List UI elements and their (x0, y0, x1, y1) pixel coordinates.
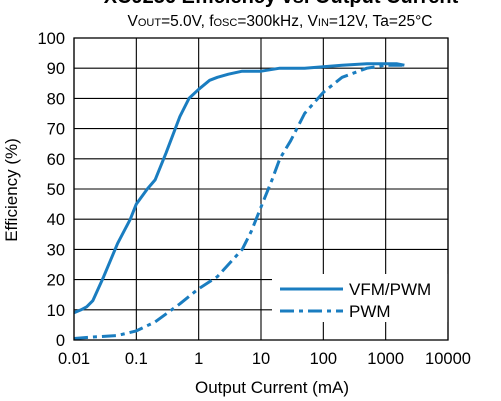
subtitle-part: =12V, Ta=25°C (329, 13, 433, 30)
y-axis-label: Efficiency (%) (2, 138, 21, 242)
y-tick-label: 20 (47, 272, 65, 290)
y-tick-label: 100 (37, 30, 65, 48)
chart-subtitle: VOUT=5.0V, fOSC=300kHz, VIN=12V, Ta=25°C (127, 13, 432, 30)
legend: VFM/PWM PWM (272, 274, 448, 322)
y-tick-label: 0 (56, 332, 65, 350)
y-tick-label: 90 (47, 60, 65, 78)
series-lines (73, 62, 405, 340)
x-tick-label: 0.1 (125, 350, 148, 368)
y-tick-label: 50 (47, 181, 65, 199)
legend-label: PWM (349, 302, 391, 321)
x-tick-label: 10 (252, 350, 270, 368)
x-tick-label: 0.01 (58, 350, 90, 368)
x-tick-label: 10000 (425, 350, 471, 368)
subtitle-part: =5.0V, f (161, 13, 214, 30)
chart-title: XC9236 Efficiency vs. Output Current (104, 0, 459, 8)
y-tick-label: 10 (47, 302, 65, 320)
series-line-vfm-pwm (73, 62, 405, 315)
subtitle-part: =300kHz, V (237, 13, 318, 30)
x-tick-label: 1 (194, 350, 203, 368)
subtitle-part: OSC (214, 17, 238, 29)
legend-label: VFM/PWM (349, 280, 431, 299)
subtitle-part: OUT (138, 17, 162, 29)
y-tick-label: 80 (47, 90, 65, 108)
y-tick-label: 70 (47, 121, 65, 139)
x-axis-label: Output Current (mA) (195, 378, 349, 397)
tick-labels: 0.01 0.1 1 10 100 1000 10000 0 10 20 30 40 50 60 70 80 9… (37, 30, 470, 368)
y-tick-label: 60 (47, 151, 65, 169)
x-tick-label: 100 (310, 350, 338, 368)
y-tick-label: 40 (47, 211, 65, 229)
series-line-pwm (73, 63, 405, 340)
legend-background (272, 274, 448, 322)
subtitle-part: V (127, 13, 138, 30)
subtitle-part: IN (318, 17, 329, 29)
plot-frame (73, 37, 449, 341)
x-tick-label: 1000 (367, 350, 404, 368)
y-tick-label: 30 (47, 241, 65, 259)
